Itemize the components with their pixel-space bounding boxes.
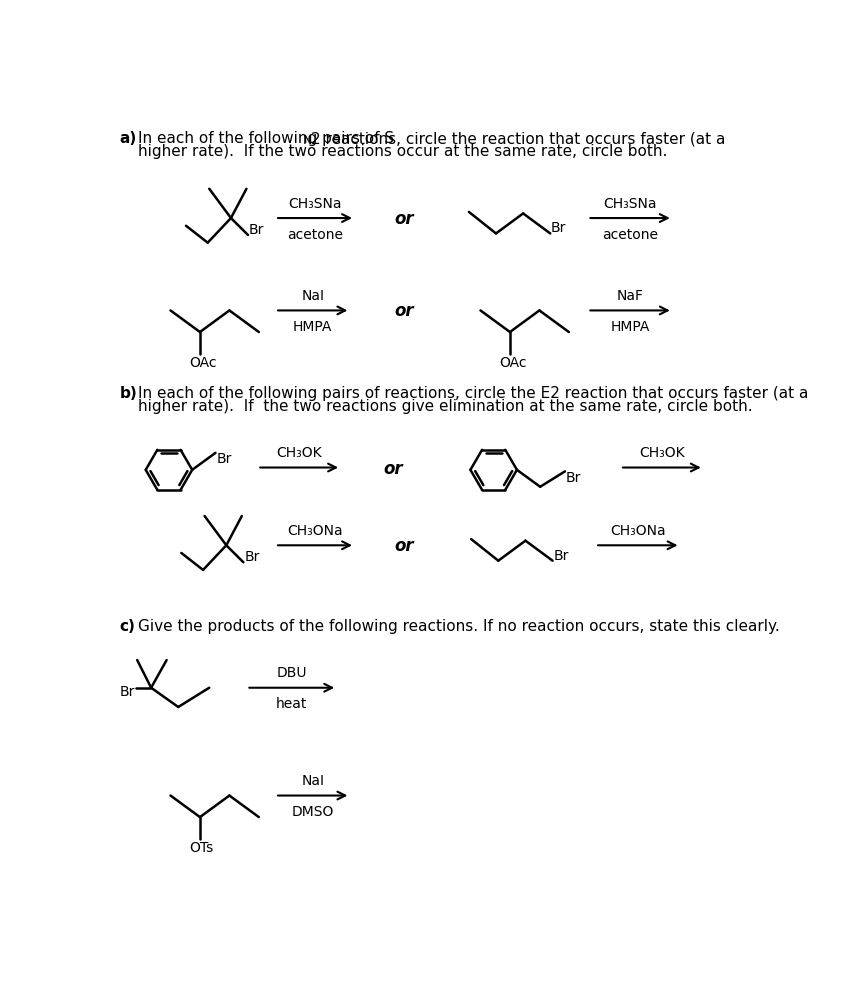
Text: or: or <box>395 302 414 320</box>
Text: Give the products of the following reactions. If no reaction occurs, state this : Give the products of the following react… <box>138 619 779 634</box>
Text: CH₃ONa: CH₃ONa <box>287 524 343 538</box>
Text: or: or <box>395 537 414 555</box>
Text: higher rate).  If  the two reactions give elimination at the same rate, circle b: higher rate). If the two reactions give … <box>138 399 753 414</box>
Text: or: or <box>395 210 414 228</box>
Text: 2 reactions, circle the reaction that occurs faster (at a: 2 reactions, circle the reaction that oc… <box>311 131 725 146</box>
Text: b): b) <box>119 386 137 401</box>
Text: Br: Br <box>566 470 581 484</box>
Text: CH₃OK: CH₃OK <box>639 445 685 459</box>
Text: c): c) <box>119 619 135 634</box>
Text: Br: Br <box>554 548 569 562</box>
Text: HMPA: HMPA <box>293 320 332 334</box>
Text: NaI: NaI <box>301 289 325 303</box>
Text: Br: Br <box>249 223 264 237</box>
Text: OTs: OTs <box>189 841 214 855</box>
Text: NaI: NaI <box>301 773 325 787</box>
Text: OAc: OAc <box>499 356 527 370</box>
Text: Br: Br <box>551 221 567 235</box>
Text: higher rate).  If the two reactions occur at the same rate, circle both.: higher rate). If the two reactions occur… <box>138 143 667 158</box>
Text: or: or <box>383 459 403 477</box>
Text: acetone: acetone <box>287 228 343 242</box>
Text: a): a) <box>119 131 136 146</box>
Text: NaF: NaF <box>616 289 643 303</box>
Text: DMSO: DMSO <box>292 804 334 818</box>
Text: N: N <box>303 133 312 146</box>
Text: In each of the following pairs of reactions, circle the E2 reaction that occurs : In each of the following pairs of reacti… <box>138 386 808 401</box>
Text: Br: Br <box>244 550 260 564</box>
Text: CH₃ONa: CH₃ONa <box>610 524 666 538</box>
Text: heat: heat <box>276 696 307 710</box>
Text: Br: Br <box>216 451 232 465</box>
Text: Br: Br <box>119 684 135 698</box>
Text: HMPA: HMPA <box>610 320 650 334</box>
Text: OAc: OAc <box>189 356 217 370</box>
Text: acetone: acetone <box>602 228 658 242</box>
Text: CH₃SNa: CH₃SNa <box>288 197 342 211</box>
Text: DBU: DBU <box>277 666 307 680</box>
Text: CH₃SNa: CH₃SNa <box>603 197 657 211</box>
Text: In each of the following pairs of S: In each of the following pairs of S <box>138 131 394 146</box>
Text: CH₃OK: CH₃OK <box>276 445 322 459</box>
